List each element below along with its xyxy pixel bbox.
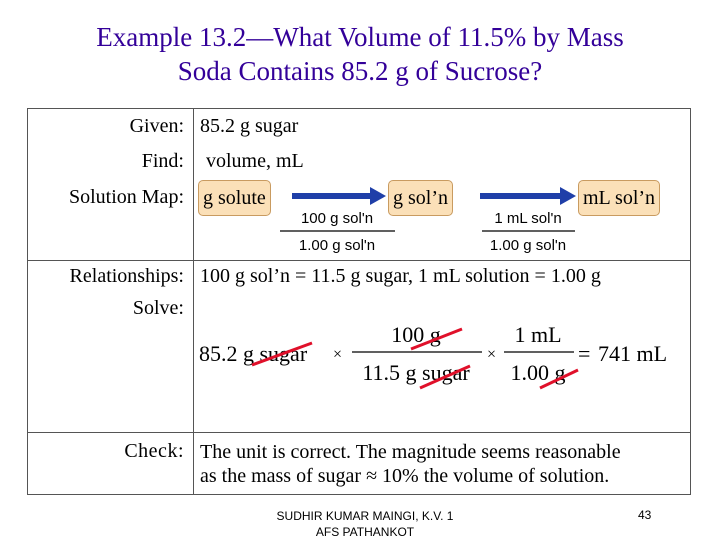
check-label: Check: — [124, 440, 184, 462]
solve-times-2: × — [487, 346, 496, 363]
check-line-1: The unit is correct. The magnitude seems… — [200, 441, 621, 463]
given-value: 85.2 g sugar — [200, 115, 299, 137]
relationships-value: 100 g sol’n = 11.5 g sugar, 1 mL solutio… — [200, 265, 601, 287]
cancel-marks — [251, 327, 579, 390]
map-box-g-solute: g solute — [198, 180, 271, 216]
divider-check — [27, 432, 690, 433]
solve-result: 741 mL — [598, 341, 667, 366]
frame-right — [690, 108, 691, 495]
cancel-mark-g-num — [410, 327, 463, 351]
title-line-1: Example 13.2—What Volume of 11.5% by Mas… — [96, 22, 624, 52]
map-box-ml-soln: mL sol’n — [578, 180, 661, 216]
solve-f2-num: 1 mL — [514, 322, 561, 347]
factor-2-denominator: 1.00 g sol'n — [490, 237, 566, 254]
divider-relationships — [27, 260, 690, 261]
footer-line-1: SUDHIR KUMAR MAINGI, K.V. 1 — [276, 509, 454, 523]
check-line-2: as the mass of sugar ≈ 10% the volume of… — [200, 465, 610, 487]
solve-times-1: × — [333, 346, 342, 363]
arrow-1 — [292, 187, 386, 205]
frame-bottom — [27, 494, 690, 495]
title-line-2: Soda Contains 85.2 g of Sucrose? — [177, 56, 543, 86]
frame-top — [27, 108, 690, 109]
column-divider — [193, 108, 194, 495]
find-value: volume, mL — [206, 150, 304, 172]
solve-f1-num: 100 g — [391, 322, 441, 347]
solve-start: 85.2 g sugar — [199, 341, 308, 366]
relationships-label: Relationships: — [69, 265, 184, 287]
solve-label: Solve: — [132, 297, 184, 319]
find-label: Find: — [141, 150, 184, 172]
map-box-g-soln: g sol’n — [388, 180, 453, 216]
solve-equals: = — [578, 341, 590, 366]
cancel-mark-g-den — [539, 368, 579, 390]
factor-1-numerator: 100 g sol'n — [301, 210, 373, 227]
cancel-mark-sugar-start — [251, 341, 313, 367]
frame-left — [27, 108, 28, 495]
arrow-2 — [480, 187, 576, 205]
check-text: The unit is correct. The magnitude seems… — [200, 440, 621, 488]
factor-1-denominator: 1.00 g sol'n — [299, 237, 375, 254]
cancel-mark-sugar-den — [419, 364, 471, 390]
footer-author: SUDHIR KUMAR MAINGI, K.V. 1 AFS PATHANKO… — [245, 508, 485, 540]
page-number: 43 — [638, 508, 652, 522]
footer-line-2: AFS PATHANKOT — [315, 525, 415, 539]
given-label: Given: — [129, 115, 184, 137]
factor-2-numerator: 1 mL sol'n — [494, 210, 561, 227]
solution-map-label: Solution Map: — [68, 186, 184, 208]
slide-title: Example 13.2—What Volume of 11.5% by Mas… — [0, 20, 720, 88]
